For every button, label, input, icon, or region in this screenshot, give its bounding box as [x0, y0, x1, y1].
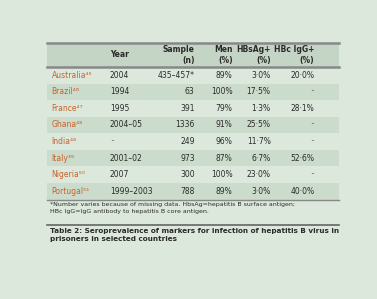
Text: ··: ··: [310, 87, 314, 96]
Text: ··: ··: [110, 137, 115, 146]
Text: 3·0%: 3·0%: [251, 187, 271, 196]
Text: 79%: 79%: [216, 104, 233, 113]
Text: 17·5%: 17·5%: [247, 87, 271, 96]
Text: Brazil⁴⁶: Brazil⁴⁶: [52, 87, 80, 96]
Text: India⁴⁸: India⁴⁸: [52, 137, 77, 146]
Text: 100%: 100%: [211, 87, 233, 96]
Text: 391: 391: [180, 104, 195, 113]
Text: 89%: 89%: [216, 187, 233, 196]
Text: 973: 973: [180, 154, 195, 163]
Bar: [47, 43, 339, 67]
Text: 25·5%: 25·5%: [247, 120, 271, 129]
Text: Ghana⁴⁸: Ghana⁴⁸: [52, 120, 83, 129]
Text: Men
(%): Men (%): [214, 45, 233, 65]
Text: 89%: 89%: [216, 71, 233, 80]
Text: 435–457*: 435–457*: [158, 71, 195, 80]
Text: 23·0%: 23·0%: [247, 170, 271, 179]
Text: 20·0%: 20·0%: [290, 71, 314, 80]
Text: 2001–02: 2001–02: [110, 154, 143, 163]
Text: HBsAg+
(%): HBsAg+ (%): [236, 45, 271, 65]
Text: ··: ··: [310, 170, 314, 179]
Text: *Number varies because of missing data. HbsAg=hepatitis B surface antigen;
HBc I: *Number varies because of missing data. …: [50, 202, 295, 214]
Text: 788: 788: [180, 187, 195, 196]
Bar: [47, 133, 339, 150]
Text: 1999–2003: 1999–2003: [110, 187, 153, 196]
Text: Italy³⁹: Italy³⁹: [52, 154, 75, 163]
Text: Year: Year: [110, 50, 129, 60]
Text: Nigeria⁵⁰: Nigeria⁵⁰: [52, 170, 86, 179]
Text: 28·1%: 28·1%: [291, 104, 314, 113]
Text: Table 2: Seroprevalence of markers for infection of hepatitis B virus in
prisone: Table 2: Seroprevalence of markers for i…: [50, 228, 339, 242]
Text: France⁴⁷: France⁴⁷: [52, 104, 83, 113]
Text: 96%: 96%: [216, 137, 233, 146]
Text: 2004: 2004: [110, 71, 129, 80]
Bar: [47, 100, 339, 117]
Text: 1·3%: 1·3%: [251, 104, 271, 113]
Text: Sample
(n): Sample (n): [163, 45, 195, 65]
Text: 2007: 2007: [110, 170, 129, 179]
Text: 2004–05: 2004–05: [110, 120, 143, 129]
Text: 100%: 100%: [211, 170, 233, 179]
Text: 1995: 1995: [110, 104, 129, 113]
Bar: [47, 150, 339, 167]
Bar: [47, 167, 339, 183]
Text: Australia⁴⁵: Australia⁴⁵: [52, 71, 92, 80]
Bar: [47, 83, 339, 100]
Text: 63: 63: [185, 87, 195, 96]
Text: 249: 249: [180, 137, 195, 146]
Bar: [47, 183, 339, 199]
Text: 87%: 87%: [216, 154, 233, 163]
Text: 91%: 91%: [216, 120, 233, 129]
Text: 1336: 1336: [175, 120, 195, 129]
Text: 40·0%: 40·0%: [290, 187, 314, 196]
Text: 1994: 1994: [110, 87, 129, 96]
Text: Portugal⁵¹: Portugal⁵¹: [52, 187, 90, 196]
Text: ··: ··: [310, 137, 314, 146]
Bar: [47, 117, 339, 133]
Bar: [47, 67, 339, 83]
Text: HBc IgG+
(%): HBc IgG+ (%): [274, 45, 314, 65]
Text: 52·6%: 52·6%: [290, 154, 314, 163]
Text: 3·0%: 3·0%: [251, 71, 271, 80]
Text: 300: 300: [180, 170, 195, 179]
Text: ··: ··: [310, 120, 314, 129]
Text: 6·7%: 6·7%: [251, 154, 271, 163]
Text: 11·7%: 11·7%: [247, 137, 271, 146]
